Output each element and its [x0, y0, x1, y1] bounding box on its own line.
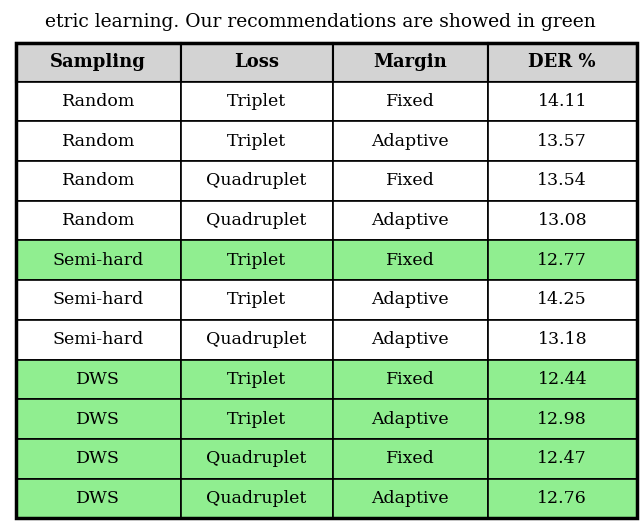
Text: 13.18: 13.18	[538, 331, 587, 348]
Text: Fixed: Fixed	[386, 172, 435, 189]
Text: Triplet: Triplet	[227, 411, 286, 428]
Text: 14.25: 14.25	[538, 291, 587, 308]
Text: Loss: Loss	[234, 53, 279, 71]
Text: Semi-hard: Semi-hard	[52, 291, 144, 308]
Text: Adaptive: Adaptive	[371, 212, 449, 229]
Text: Random: Random	[61, 212, 135, 229]
Text: 13.57: 13.57	[538, 133, 588, 150]
Text: Triplet: Triplet	[227, 93, 286, 110]
Text: Fixed: Fixed	[386, 93, 435, 110]
Text: Quadruplet: Quadruplet	[207, 331, 307, 348]
Text: Adaptive: Adaptive	[371, 291, 449, 308]
Text: 12.98: 12.98	[538, 411, 587, 428]
Text: Random: Random	[61, 133, 135, 150]
Text: etric learning. Our recommendations are showed in green: etric learning. Our recommendations are …	[45, 13, 595, 31]
Text: Random: Random	[61, 93, 135, 110]
Text: Adaptive: Adaptive	[371, 411, 449, 428]
Text: Quadruplet: Quadruplet	[207, 450, 307, 467]
Text: 12.47: 12.47	[538, 450, 587, 467]
Text: Triplet: Triplet	[227, 371, 286, 388]
Text: Fixed: Fixed	[386, 371, 435, 388]
Text: Margin: Margin	[373, 53, 447, 71]
Text: Adaptive: Adaptive	[371, 490, 449, 507]
Text: DER %: DER %	[529, 53, 596, 71]
Text: Semi-hard: Semi-hard	[52, 331, 144, 348]
Text: DWS: DWS	[76, 371, 120, 388]
Text: 12.76: 12.76	[538, 490, 587, 507]
Text: Adaptive: Adaptive	[371, 133, 449, 150]
Text: DWS: DWS	[76, 490, 120, 507]
Text: Adaptive: Adaptive	[371, 331, 449, 348]
Text: 14.11: 14.11	[538, 93, 587, 110]
Text: DWS: DWS	[76, 450, 120, 467]
Text: 13.54: 13.54	[538, 172, 587, 189]
Text: Sampling: Sampling	[51, 53, 146, 71]
Text: Triplet: Triplet	[227, 133, 286, 150]
Text: Fixed: Fixed	[386, 450, 435, 467]
Text: 13.08: 13.08	[538, 212, 587, 229]
Text: Quadruplet: Quadruplet	[207, 212, 307, 229]
Text: 12.77: 12.77	[538, 252, 588, 269]
Text: Triplet: Triplet	[227, 252, 286, 269]
Text: Quadruplet: Quadruplet	[207, 490, 307, 507]
Text: DWS: DWS	[76, 411, 120, 428]
Text: Semi-hard: Semi-hard	[52, 252, 144, 269]
Text: Random: Random	[61, 172, 135, 189]
Text: Quadruplet: Quadruplet	[207, 172, 307, 189]
Text: 12.44: 12.44	[538, 371, 587, 388]
Text: Fixed: Fixed	[386, 252, 435, 269]
Text: Triplet: Triplet	[227, 291, 286, 308]
